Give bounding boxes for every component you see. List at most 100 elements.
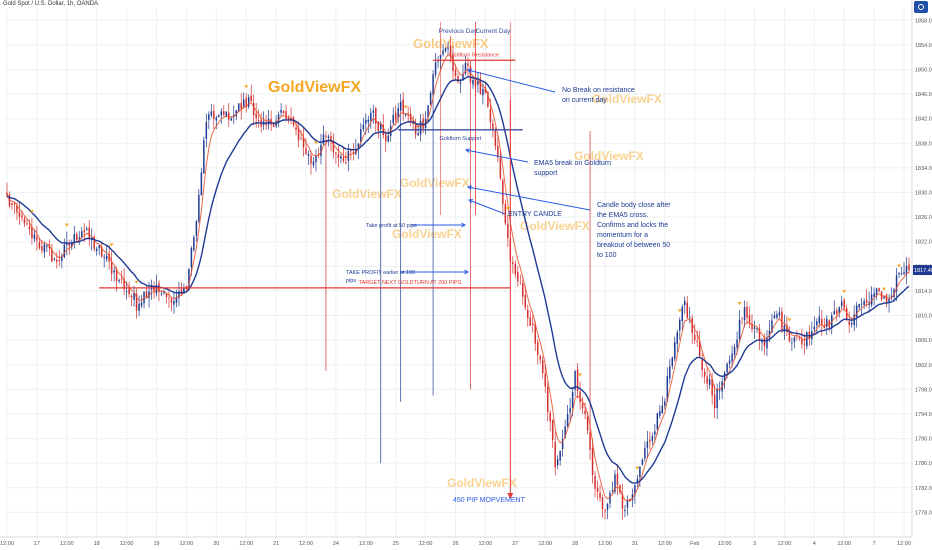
- candle-body: [731, 353, 733, 362]
- candle-body: [61, 255, 63, 261]
- candle: [895, 268, 898, 302]
- candle: [683, 296, 686, 314]
- price-tick-label: 1842.00: [915, 117, 932, 123]
- watermark-text: GoldViewFX: [447, 476, 517, 490]
- candle-body: [539, 355, 541, 360]
- candle-body: [541, 360, 544, 374]
- candle: [140, 294, 143, 309]
- candle-body: [641, 459, 644, 465]
- candle-body: [68, 243, 71, 247]
- candle-body: [855, 305, 858, 317]
- candle: [900, 266, 903, 276]
- candle: [232, 105, 235, 125]
- candle-body: [669, 366, 671, 379]
- candle: [733, 343, 736, 360]
- candle-body: [85, 228, 88, 231]
- candle-body: [93, 236, 95, 249]
- candle-body: [237, 103, 240, 112]
- candle-body: [170, 298, 173, 303]
- candle: [71, 239, 73, 251]
- candle-body: [484, 87, 487, 94]
- candle-body: [11, 203, 13, 205]
- candle-body: [626, 499, 629, 508]
- candle-body: [736, 339, 738, 348]
- candle-body: [53, 258, 56, 260]
- candle: [208, 111, 210, 130]
- candle-body: [242, 99, 245, 108]
- candle: [624, 505, 626, 518]
- price-tick-label: 1778.00: [915, 510, 932, 516]
- candle-body: [529, 317, 532, 326]
- price-tick-label: 1790.00: [915, 437, 932, 443]
- candle-body: [624, 509, 626, 511]
- time-tick-label: 12:00: [299, 541, 313, 547]
- candle: [429, 90, 432, 106]
- time-tick-label: 12:00: [538, 541, 552, 547]
- candle-body: [885, 294, 888, 303]
- candle: [419, 113, 422, 142]
- candle-body: [636, 478, 639, 484]
- candle-body: [504, 203, 507, 224]
- candle-body: [751, 323, 753, 330]
- candle-body: [100, 246, 103, 257]
- candle-body: [786, 324, 788, 333]
- candle: [855, 301, 858, 328]
- candle-body: [247, 97, 250, 107]
- candle: [738, 309, 741, 342]
- candle: [596, 480, 599, 501]
- candle-body: [427, 105, 429, 118]
- candle-body: [850, 323, 853, 325]
- candle: [33, 229, 36, 243]
- candle-body: [225, 111, 228, 117]
- candle-body: [285, 111, 287, 119]
- candle: [718, 381, 721, 400]
- price-tick-label: 1846.00: [915, 92, 932, 98]
- candle: [250, 84, 252, 102]
- candle-body: [534, 323, 536, 344]
- candle-body: [833, 311, 835, 315]
- candle-body: [686, 302, 688, 318]
- candle-body: [265, 123, 267, 126]
- candle: [524, 286, 527, 311]
- time-tick-label: 31: [632, 541, 638, 547]
- candle-body: [823, 325, 826, 329]
- time-tick-label: 12:00: [419, 541, 433, 547]
- candle: [130, 293, 133, 306]
- candle: [88, 219, 90, 247]
- candle-body: [148, 291, 150, 298]
- peak-marker-icon: [109, 243, 114, 247]
- zone-label: Current Day: [475, 28, 511, 35]
- candle: [641, 458, 644, 466]
- candle: [698, 330, 701, 357]
- candle: [614, 470, 616, 495]
- candle-body: [384, 134, 387, 142]
- candle: [153, 281, 155, 299]
- candle: [282, 109, 285, 115]
- candle-body: [295, 127, 297, 130]
- candle-body: [771, 320, 773, 333]
- candle: [561, 429, 564, 457]
- peak-markers: [29, 85, 902, 470]
- candle: [616, 464, 619, 495]
- candle: [178, 281, 180, 307]
- candle-body: [387, 135, 389, 142]
- candle-body: [559, 450, 561, 461]
- candle: [581, 397, 584, 415]
- candle-body: [145, 291, 148, 299]
- settings-icon[interactable]: [914, 1, 928, 13]
- annotation-text: support: [534, 170, 557, 177]
- annotation-text: 450 PIP MOPVEMENT: [453, 497, 526, 504]
- candle-body: [698, 340, 701, 357]
- peak-marker-icon: [882, 287, 887, 291]
- candle: [267, 110, 270, 130]
- level-label: TARGET NEXT GOLDTURN AT 200 PIPS: [359, 280, 462, 286]
- candle: [661, 396, 664, 414]
- candle: [748, 306, 751, 329]
- candle-body: [417, 133, 419, 136]
- candle-body: [549, 412, 551, 422]
- candle-body: [566, 414, 569, 427]
- candle: [315, 149, 317, 172]
- candle: [297, 121, 300, 148]
